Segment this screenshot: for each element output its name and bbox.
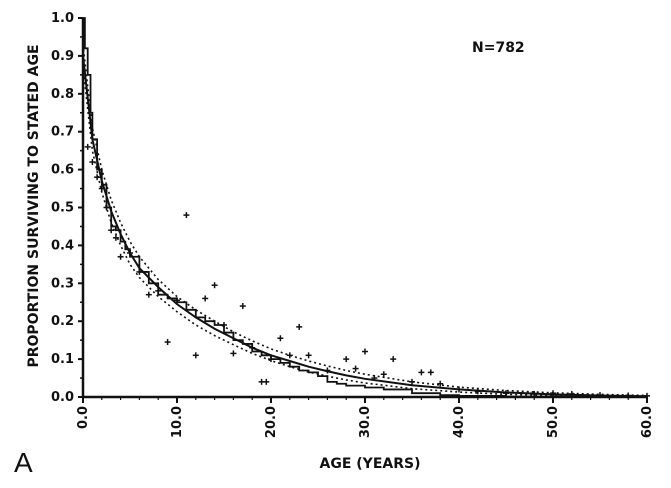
observed-point	[155, 287, 162, 294]
observed-point	[94, 174, 101, 181]
observed-point	[136, 268, 143, 275]
observed-point	[418, 369, 425, 376]
observed-point	[164, 339, 171, 346]
x-tick-label: 50.0	[546, 406, 561, 438]
observed-point	[437, 380, 444, 387]
confidence-bound-curve	[82, 67, 648, 398]
observed-point	[456, 386, 462, 393]
observed-point	[221, 321, 227, 328]
observed-point	[277, 335, 284, 342]
observed-point	[597, 392, 603, 399]
observed-point	[145, 291, 152, 298]
x-tick-label: 30.0	[358, 406, 373, 438]
panel-label: A	[14, 447, 33, 478]
observed-point	[183, 212, 190, 219]
observed-point	[202, 295, 209, 302]
observed-point	[112, 234, 119, 241]
x-tick-label: 60.0	[640, 406, 655, 438]
observed-point	[380, 371, 387, 378]
observed-point	[531, 390, 538, 397]
y-tick-label: 0.1	[51, 352, 74, 367]
y-tick-label: 0.2	[51, 314, 74, 329]
x-axis-title: AGE (YEARS)	[320, 456, 421, 472]
observed-point	[427, 369, 434, 376]
y-tick-label: 1.0	[51, 11, 74, 26]
observed-point	[117, 253, 124, 260]
x-tick-labels: 0.0 10.0 20.0 30.0 40.0 50.0 60.0	[76, 406, 655, 438]
observed-point	[324, 367, 331, 374]
observed-point	[127, 249, 133, 256]
observed-point	[174, 297, 180, 304]
y-tick-label: 0.9	[51, 49, 74, 64]
observed-point	[644, 392, 650, 399]
x-tick-label: 20.0	[264, 406, 279, 438]
observed-point	[239, 303, 246, 310]
observed-point	[352, 365, 359, 372]
observed-point	[305, 352, 312, 359]
observed-point	[371, 375, 378, 382]
y-tick-label: 0.5	[51, 201, 74, 216]
y-tick-labels: 0.0 0.1 0.2 0.3 0.4 0.5 0.6 0.7 0.8 0.9 1.0	[51, 11, 74, 405]
observed-point	[550, 390, 556, 397]
y-tick-label: 0.4	[51, 238, 74, 253]
observed-point	[211, 282, 218, 289]
observed-point	[230, 350, 237, 357]
observed-point	[103, 204, 110, 211]
observed-point	[249, 344, 256, 351]
observed-point	[474, 388, 481, 395]
annotation-n: N=782	[472, 40, 525, 56]
observed-point	[625, 392, 632, 399]
y-axis-title: PROPORTION SURVIVING TO STATED AGE	[26, 44, 42, 367]
observed-point	[268, 356, 274, 363]
y-tick-label: 0.0	[51, 390, 74, 405]
observed-point	[362, 348, 368, 355]
observed-points	[84, 143, 650, 399]
observed-point	[286, 352, 293, 359]
y-tick-label: 0.7	[51, 125, 74, 140]
y-tick-label: 0.6	[51, 163, 74, 178]
observed-point	[84, 143, 91, 150]
x-tick-label: 10.0	[170, 406, 185, 438]
observed-point	[343, 356, 350, 363]
tick-marks	[78, 17, 648, 403]
observed-point	[296, 323, 303, 330]
observed-point	[89, 159, 96, 166]
y-tick-label: 0.8	[51, 87, 74, 102]
observed-point	[192, 352, 199, 359]
observed-point	[390, 356, 397, 363]
x-tick-label: 40.0	[452, 406, 467, 438]
x-tick-label: 0.0	[76, 406, 91, 429]
observed-point	[568, 390, 575, 397]
observed-point	[98, 185, 105, 192]
observed-point	[409, 378, 415, 385]
fitted-survival-curve	[82, 55, 648, 398]
y-tick-label: 0.3	[51, 276, 74, 291]
observed-point	[503, 390, 509, 397]
observed-point	[263, 378, 270, 385]
observed-point	[108, 227, 115, 234]
